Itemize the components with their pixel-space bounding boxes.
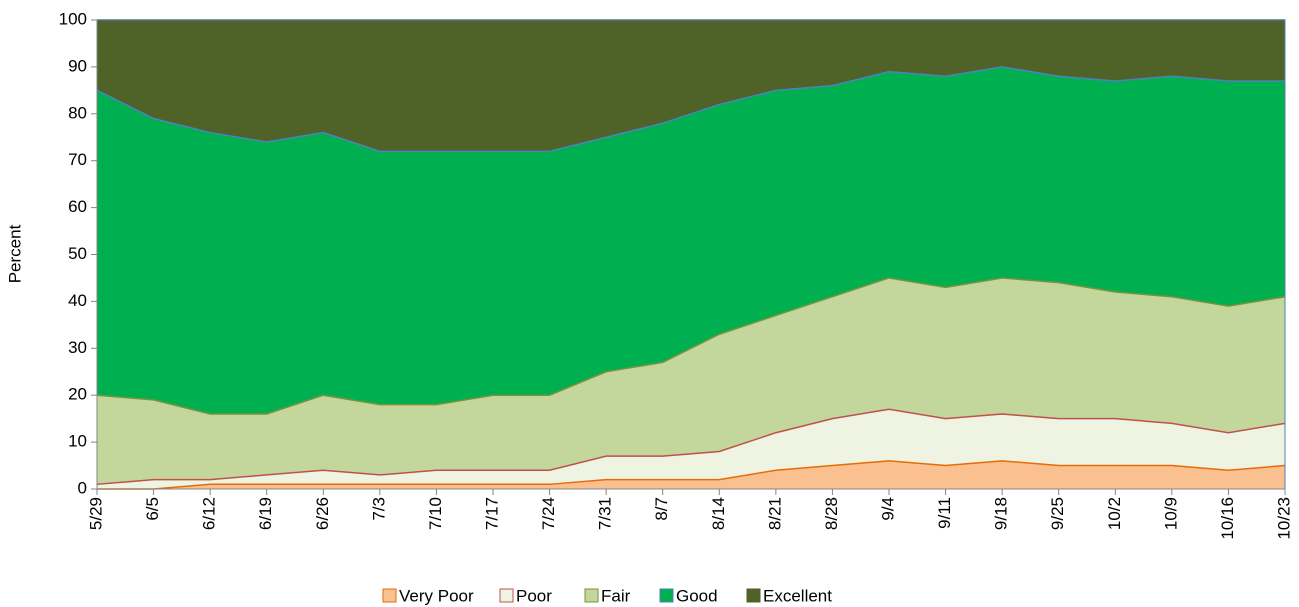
x-tick-label: 8/21 <box>765 497 784 530</box>
y-tick-label: 40 <box>68 291 87 310</box>
x-tick-label: 10/9 <box>1161 497 1180 530</box>
x-tick-label: 8/7 <box>652 497 671 521</box>
x-tick-label: 10/16 <box>1218 497 1237 540</box>
series-line <box>96 408 1286 486</box>
y-tick-label: 80 <box>68 103 87 122</box>
legend-label: Poor <box>516 586 552 605</box>
x-tick-label: 7/17 <box>482 497 501 530</box>
y-tick-label: 30 <box>68 338 87 357</box>
series-line <box>97 460 1286 490</box>
x-tick-label: 8/28 <box>822 497 841 530</box>
y-tick-label: 50 <box>68 244 87 263</box>
area <box>97 409 1285 489</box>
legend-swatch <box>659 588 674 603</box>
x-tick-label: 6/19 <box>256 497 275 530</box>
x-tick-label: 10/23 <box>1274 497 1293 540</box>
x-tick-label: 10/2 <box>1105 497 1124 530</box>
y-axis-label: Percent <box>5 224 24 283</box>
x-tick-label: 6/5 <box>143 497 162 521</box>
y-tick-label: 100 <box>59 9 87 28</box>
area <box>97 20 1285 152</box>
x-tick-label: 9/25 <box>1048 497 1067 530</box>
y-tick-label: 20 <box>68 385 87 404</box>
y-tick-label: 60 <box>68 197 87 216</box>
area <box>97 277 1285 485</box>
series-line <box>96 277 1286 415</box>
legend-label: Very Poor <box>399 586 474 605</box>
legend-swatch <box>499 588 514 603</box>
y-tick-label: 0 <box>78 478 87 497</box>
legend-swatch <box>382 588 397 603</box>
x-tick-label: 8/14 <box>709 497 728 530</box>
legend-label: Excellent <box>763 586 832 605</box>
x-tick-label: 9/18 <box>992 497 1011 530</box>
x-tick-label: 6/12 <box>200 497 219 530</box>
x-tick-label: 5/29 <box>86 497 105 530</box>
x-tick-label: 9/11 <box>935 497 954 529</box>
legend-label: Good <box>676 586 718 605</box>
area <box>97 66 1285 414</box>
legend-swatch <box>584 588 599 603</box>
y-tick-label: 10 <box>68 432 87 451</box>
series-line <box>96 66 1285 153</box>
legend-label: Fair <box>601 586 631 605</box>
x-tick-label: 7/3 <box>369 497 388 521</box>
x-tick-label: 9/4 <box>878 497 897 521</box>
x-tick-label: 6/26 <box>313 497 332 530</box>
area <box>97 460 1285 489</box>
x-tick-label: 7/10 <box>426 497 445 530</box>
y-tick-label: 90 <box>68 56 87 75</box>
legend-swatch <box>746 588 761 603</box>
y-tick-label: 70 <box>68 150 87 169</box>
x-tick-label: 7/31 <box>596 497 615 530</box>
x-tick-label: 7/24 <box>539 497 558 530</box>
